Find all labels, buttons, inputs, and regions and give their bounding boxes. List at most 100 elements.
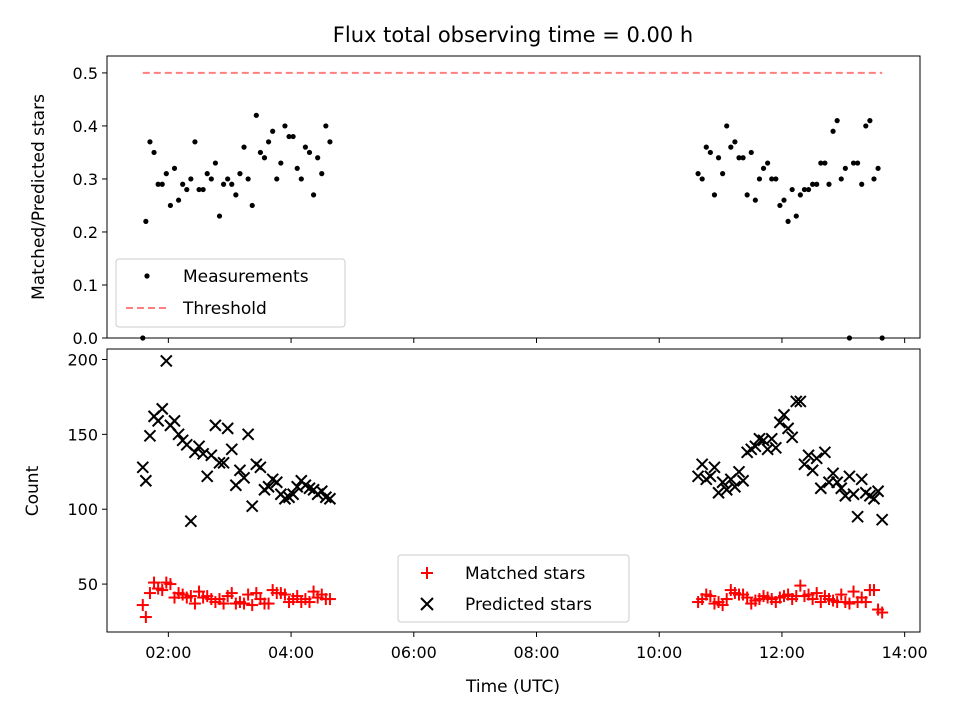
legend-measurements-marker bbox=[144, 273, 149, 278]
measurement-point bbox=[822, 160, 827, 165]
top-x-ticks bbox=[168, 338, 904, 343]
measurement-point bbox=[704, 145, 709, 150]
bottom-x-ticks: 02:00 04:00 06:00 08:00 10:00 12:00 14:00 bbox=[145, 632, 927, 662]
bottom-y-tick-label: 100 bbox=[67, 500, 98, 519]
measurement-point bbox=[830, 129, 835, 134]
measurement-point bbox=[188, 176, 193, 181]
measurement-point bbox=[282, 123, 287, 128]
measurement-point bbox=[720, 171, 725, 176]
measurement-point bbox=[740, 155, 745, 160]
predicted-star-point bbox=[815, 483, 826, 494]
predicted-star-point bbox=[255, 462, 266, 473]
measurement-point bbox=[839, 176, 844, 181]
measurement-point bbox=[311, 192, 316, 197]
measurement-point bbox=[875, 166, 880, 171]
measurement-point bbox=[217, 213, 222, 218]
predicted-star-point bbox=[856, 474, 867, 485]
predicted-star-point bbox=[807, 465, 818, 476]
legend-measurements-label: Measurements bbox=[183, 267, 309, 287]
measurement-point bbox=[160, 182, 165, 187]
measurement-point bbox=[880, 335, 885, 340]
measurement-point bbox=[700, 176, 705, 181]
measurement-point bbox=[761, 166, 766, 171]
predicted-star-point bbox=[161, 355, 172, 366]
measurement-point bbox=[295, 166, 300, 171]
measurement-point bbox=[826, 182, 831, 187]
predicted-star-point bbox=[852, 511, 863, 522]
bottom-y-tick-label: 200 bbox=[67, 350, 98, 369]
measurement-point bbox=[307, 150, 312, 155]
top-y-tick-label: 0.4 bbox=[73, 117, 98, 136]
measurement-point bbox=[327, 139, 332, 144]
measurement-point bbox=[266, 139, 271, 144]
measurement-point bbox=[205, 171, 210, 176]
measurement-point bbox=[765, 160, 770, 165]
measurement-point bbox=[299, 176, 304, 181]
measurement-point bbox=[164, 171, 169, 176]
measurement-point bbox=[749, 150, 754, 155]
measurement-point bbox=[246, 176, 251, 181]
measurement-point bbox=[176, 198, 181, 203]
measurement-point bbox=[274, 176, 279, 181]
measurement-point bbox=[262, 155, 267, 160]
measurement-point bbox=[233, 192, 238, 197]
measurement-point bbox=[278, 160, 283, 165]
measurement-point bbox=[843, 166, 848, 171]
measurement-point bbox=[201, 187, 206, 192]
measurement-point bbox=[855, 160, 860, 165]
predicted-star-point bbox=[185, 516, 196, 527]
top-y-tick-label: 0.3 bbox=[73, 170, 98, 189]
measurement-point bbox=[140, 335, 145, 340]
measurement-point bbox=[716, 155, 721, 160]
measurement-point bbox=[781, 198, 786, 203]
measurement-point bbox=[180, 182, 185, 187]
bottom-x-tick-label: 06:00 bbox=[391, 643, 437, 662]
top-y-tick-label: 0.1 bbox=[73, 276, 98, 295]
bottom-x-axis-label: Time (UTC) bbox=[465, 677, 560, 697]
predicted-star-point bbox=[137, 462, 148, 473]
measurement-point bbox=[250, 203, 255, 208]
top-legend: Measurements Threshold bbox=[116, 259, 345, 327]
top-panel: 0.00.10.20.30.40.5 Matched/Predicted sta… bbox=[29, 56, 920, 348]
bottom-y-ticks: 50 100 150 200 bbox=[67, 350, 107, 594]
measurement-point bbox=[192, 139, 197, 144]
figure: Flux total observing time = 0.00 h 0.00.… bbox=[0, 0, 960, 720]
bottom-x-tick-label: 08:00 bbox=[513, 643, 559, 662]
predicted-star-point bbox=[210, 420, 221, 431]
matched-star-point bbox=[794, 580, 806, 592]
measurement-point bbox=[806, 187, 811, 192]
measurement-point bbox=[323, 123, 328, 128]
measurement-point bbox=[241, 145, 246, 150]
measurement-point bbox=[847, 335, 852, 340]
measurement-point bbox=[237, 171, 242, 176]
measurement-point bbox=[790, 187, 795, 192]
predicted-star-point bbox=[226, 444, 237, 455]
measurement-point bbox=[270, 129, 275, 134]
bottom-legend: Matched stars Predicted stars bbox=[398, 555, 629, 622]
measurement-point bbox=[213, 160, 218, 165]
top-y-tick-label: 0.5 bbox=[73, 64, 98, 83]
bottom-y-tick-label: 150 bbox=[67, 425, 98, 444]
measurement-point bbox=[794, 213, 799, 218]
bottom-y-tick-label: 50 bbox=[78, 575, 98, 594]
measurement-point bbox=[728, 145, 733, 150]
predicted-star-point bbox=[243, 429, 254, 440]
measurement-point bbox=[254, 113, 259, 118]
legend-matched-label: Matched stars bbox=[465, 564, 585, 584]
measurement-point bbox=[151, 150, 156, 155]
predicted-stars-series bbox=[137, 355, 887, 526]
bottom-x-tick-label: 10:00 bbox=[636, 643, 682, 662]
predicted-star-point bbox=[844, 471, 855, 482]
measurement-point bbox=[712, 192, 717, 197]
predicted-star-point bbox=[819, 447, 830, 458]
measurement-point bbox=[209, 176, 214, 181]
measurement-point bbox=[319, 171, 324, 176]
measurement-point bbox=[753, 198, 758, 203]
predicted-star-point bbox=[202, 471, 213, 482]
measurement-point bbox=[168, 203, 173, 208]
matched-star-point bbox=[848, 586, 860, 598]
predicted-star-point bbox=[144, 430, 155, 441]
predicted-star-point bbox=[222, 423, 233, 434]
matched-star-point bbox=[140, 611, 152, 623]
predicted-star-point bbox=[848, 489, 859, 500]
